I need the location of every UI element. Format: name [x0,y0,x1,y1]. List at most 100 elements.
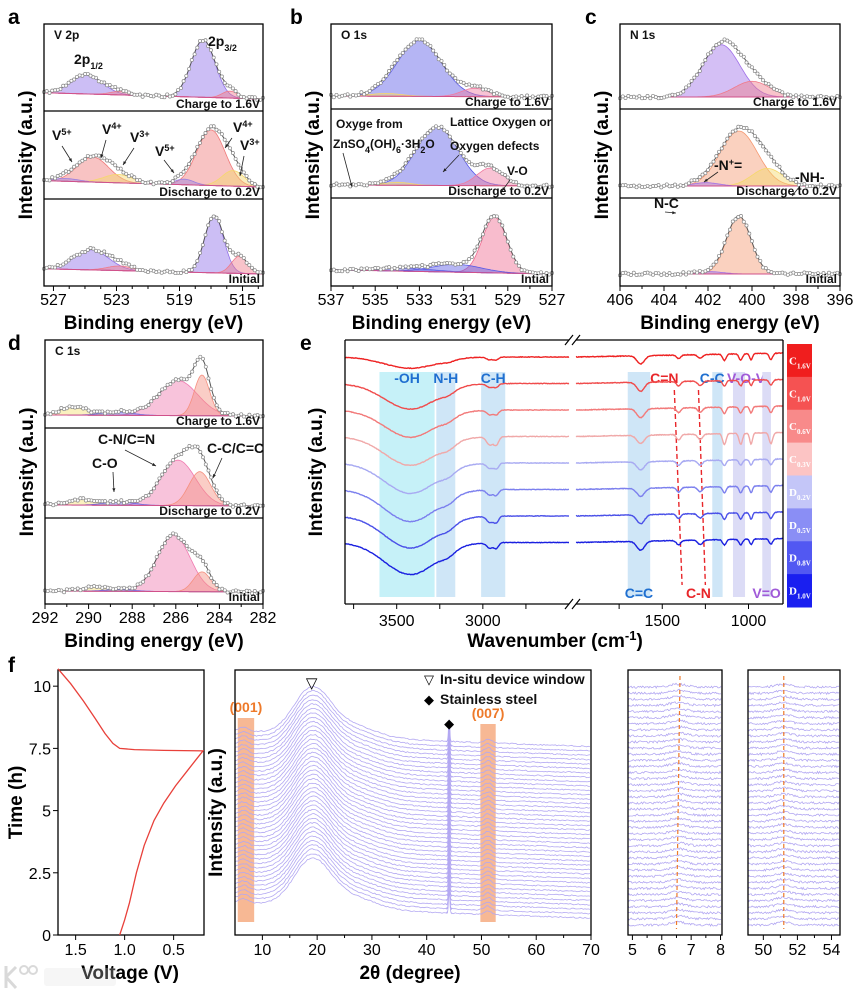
xrd-scan [747,749,840,757]
legend-label: C0.3V [789,454,811,469]
data-point [758,141,763,146]
data-point [758,75,763,80]
plot-frame [627,669,723,936]
y-axis-label: Intensity (a.u.) [16,91,37,220]
data-point [217,587,222,592]
xrd-scan [234,857,590,919]
panel-letter-a: a [8,6,20,29]
y-axis-label: Intensity (a.u.) [17,408,38,537]
data-point [351,92,356,97]
axis-break-mark [571,334,581,346]
data-point [173,377,178,382]
watermark-logo [4,965,116,990]
xrd-scan [627,731,722,738]
data-point [331,95,336,100]
data-point [706,167,710,172]
data-point [149,567,154,572]
y-axis-label: Intensity (a.u.) [206,748,227,877]
data-point [816,94,820,99]
data-point [88,73,93,78]
data-point [681,270,686,275]
data-point [409,153,414,158]
data-point [648,96,653,101]
xrd-scan [627,786,722,793]
data-point [747,128,752,133]
voltage-time-panel: 0 2.5 5 7.5 10 1.5 1.0 0.5 Voltage (V) [29,668,205,984]
data-point [200,243,205,247]
data-point [359,266,364,271]
y-axis-label: Time (h) [6,766,27,840]
annotation-label: V3+ [130,129,150,145]
steel-marker: ◆ [444,716,454,731]
data-point [780,170,785,175]
data-point [686,270,691,275]
xrd-scan [628,719,722,726]
data-point [135,267,140,272]
data-point [832,184,837,189]
x-axis-label: Voltage (V) [81,963,179,984]
xrd-scan [627,865,722,872]
data-point [467,159,472,164]
data-point [182,539,186,544]
data-point [425,42,430,47]
xrd-scan [627,835,722,842]
data-point [230,250,235,255]
data-point [195,357,200,362]
data-point [181,79,186,84]
data-point [530,94,535,99]
data-point [228,146,233,151]
xrd-scan [234,689,590,752]
data-point [337,94,342,99]
legend-label-main: C [789,355,797,367]
legend-label-main: C [789,388,797,400]
xrd-scan [627,762,722,768]
xrd-scan [748,877,840,884]
data-point [728,40,732,45]
annotation-text: Oxyge from [336,117,403,131]
data-point [442,62,447,67]
data-point [241,170,246,175]
data-point [47,90,52,95]
legend-swatch [787,344,812,378]
data-point [222,137,227,142]
legend-label-sub: 0.6V [797,428,811,436]
xrd-scan [627,688,722,695]
legend-swatch [787,475,812,509]
annotation-label: Lattice Oxygen or [450,115,552,129]
superscript: 3+ [249,137,259,147]
data-point [480,232,485,237]
legend-swatch [787,409,812,444]
xrd-inset-8: 50 52 54 [747,669,841,959]
data-point [192,550,197,555]
data-point [96,79,101,84]
data-point [66,80,71,85]
legend-label: D1.0V [789,586,811,601]
annotation-text: V [240,137,250,153]
x-tick-label: 7 [687,942,696,959]
xrd-scan [627,847,722,854]
data-point [436,57,441,62]
spectrum-intial: Intial [329,214,554,286]
xrd-scan [747,682,840,689]
xrd-scan [234,747,591,809]
data-point [469,255,474,260]
panel-letter-e: e [300,332,312,355]
xrd-scan [627,872,722,878]
data-point [157,392,162,396]
xrd-scan [747,694,840,701]
data-point [78,588,83,593]
data-point [83,498,88,503]
xps-panel-d: Charge to 1.6V Discharge to 0.2V Initial C … [32,339,276,652]
data-point [152,395,156,400]
data-point [154,481,159,486]
data-point [66,258,71,263]
ftir-curve-right [575,378,784,393]
data-point [126,174,131,179]
xrd-scan [234,791,591,853]
data-point [119,408,124,412]
xrd-scan [234,742,591,805]
band-label: -OH [394,370,420,386]
data-point [217,407,222,412]
data-point [741,54,746,59]
data-point [239,94,244,99]
